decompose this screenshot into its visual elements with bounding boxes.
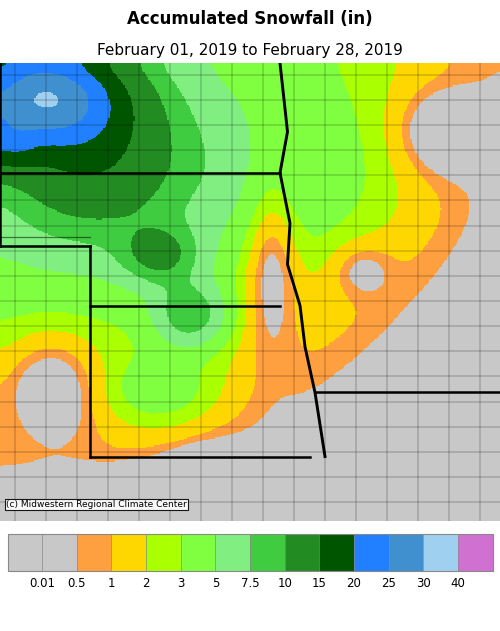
Text: 25: 25	[381, 577, 396, 590]
Text: 2: 2	[142, 577, 150, 590]
Text: February 01, 2019 to February 28, 2019: February 01, 2019 to February 28, 2019	[97, 43, 403, 58]
Bar	[77, 534, 112, 571]
Bar	[216, 534, 250, 571]
Text: Accumulated Snowfall (in): Accumulated Snowfall (in)	[127, 9, 373, 28]
Text: 30: 30	[416, 577, 430, 590]
Text: (c) Midwestern Regional Climate Center: (c) Midwestern Regional Climate Center	[6, 500, 187, 509]
Bar	[284, 534, 320, 571]
Text: 20: 20	[346, 577, 362, 590]
Bar	[320, 534, 354, 571]
Bar	[146, 534, 180, 571]
Bar	[8, 534, 42, 571]
Text: 0.5: 0.5	[68, 577, 86, 590]
Bar	[42, 534, 77, 571]
Bar	[423, 534, 458, 571]
Text: 15: 15	[312, 577, 326, 590]
Text: 3: 3	[177, 577, 184, 590]
Bar	[180, 534, 216, 571]
Text: 40: 40	[450, 577, 466, 590]
Bar	[354, 534, 388, 571]
Bar	[458, 534, 492, 571]
Bar	[250, 534, 284, 571]
Bar	[112, 534, 146, 571]
Text: 7.5: 7.5	[240, 577, 260, 590]
Bar	[388, 534, 423, 571]
Text: 1: 1	[108, 577, 115, 590]
Text: 0.01: 0.01	[29, 577, 55, 590]
Text: 10: 10	[277, 577, 292, 590]
Text: 5: 5	[212, 577, 219, 590]
